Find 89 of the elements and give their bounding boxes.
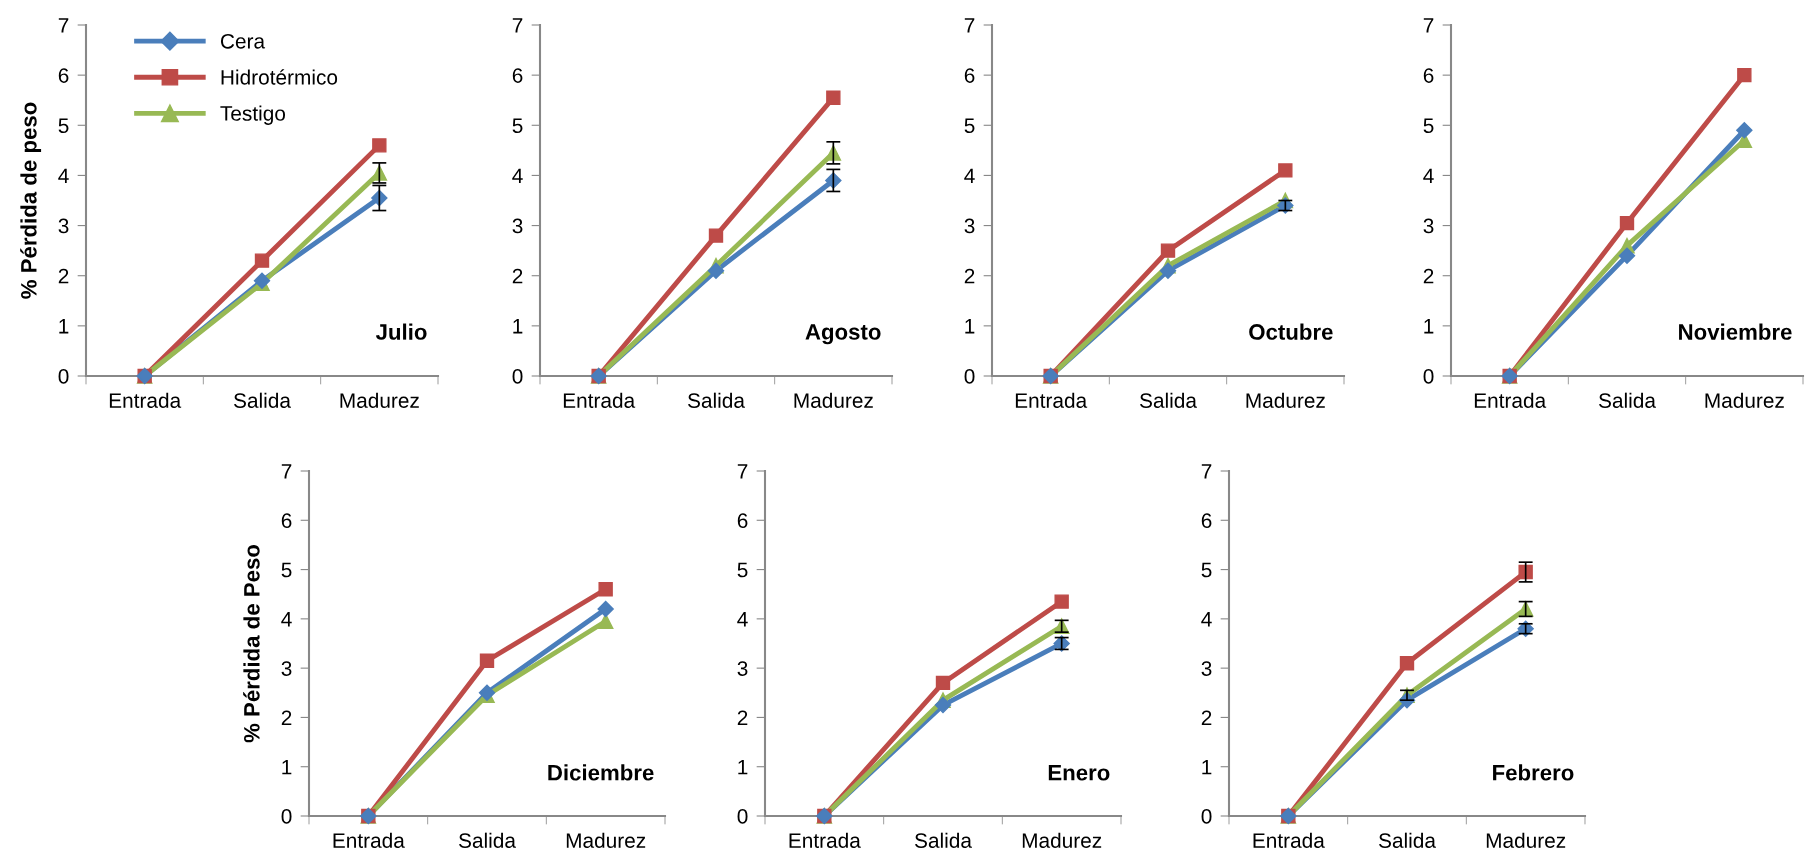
y-tick-label: 3	[1201, 661, 1212, 676]
y-tick-label: 6	[512, 68, 523, 83]
y-tick-label: 0	[964, 369, 975, 384]
y-tick-label: 7	[58, 18, 69, 33]
x-tick-label: Entrada	[1015, 392, 1088, 408]
y-tick-label: 1	[738, 759, 748, 775]
y-tick-label: 4	[964, 168, 975, 183]
y-tick-label: 1	[965, 319, 975, 334]
x-tick-label: Entrada	[563, 392, 636, 408]
text: Febrero	[1493, 764, 1574, 781]
y-tick-label: 3	[964, 218, 975, 234]
x-tick-label: Madurez	[1246, 392, 1325, 408]
legend-label: Testigo	[220, 105, 286, 125]
y-tick-label: 6	[1423, 68, 1434, 83]
x-tick-label: Entrada	[789, 832, 861, 848]
x-tick-label: Salida	[233, 392, 291, 408]
x-tick-label: Salida	[1598, 392, 1656, 408]
y-tick-label: 1	[1202, 759, 1212, 775]
y-tick-label: 5	[58, 118, 69, 134]
y-tick-label: 4	[512, 168, 523, 183]
x-tick-label: Entrada	[1474, 392, 1547, 408]
y-tick-label: 2	[512, 268, 523, 284]
text: Julio	[375, 323, 427, 340]
y-tick-label: 0	[1201, 809, 1212, 824]
y-tick-label: 1	[282, 759, 292, 775]
y-tick-label: 4	[1423, 168, 1434, 183]
x-tick-label: Entrada	[1253, 832, 1325, 848]
x-tick-label: Salida	[914, 832, 972, 848]
legend-label: Cera	[220, 33, 266, 49]
y-tick-label: 5	[1201, 562, 1212, 578]
x-tick-label: Madurez	[566, 832, 646, 848]
y-tick-label: 1	[513, 319, 523, 334]
text: Diciembre	[548, 764, 654, 781]
text: Octubre	[1249, 323, 1333, 340]
y-tick-label: 6	[1201, 513, 1212, 529]
y-tick-label: 0	[1423, 369, 1434, 384]
x-tick-label: Madurez	[1705, 392, 1784, 408]
y-tick-label: 3	[737, 661, 748, 676]
x-tick-label: Madurez	[1022, 832, 1102, 848]
x-tick-label: Madurez	[340, 392, 419, 408]
y-tick-label: 7	[512, 18, 523, 33]
y-tick-label: 1	[1424, 319, 1434, 334]
y-tick-label: 4	[281, 612, 292, 627]
y-tick-label: 4	[1201, 612, 1212, 627]
y-tick-label: 0	[281, 809, 292, 824]
y-tick-label: 2	[1201, 710, 1212, 725]
y-tick-label: 0	[58, 369, 69, 384]
text: Noviembre	[1679, 323, 1792, 340]
x-tick-label: Salida	[458, 832, 516, 848]
y-tick-label: 5	[512, 118, 523, 134]
y-tick-label: 7	[281, 464, 292, 479]
y-tick-label: 7	[737, 464, 748, 479]
y-tick-label: 6	[281, 513, 292, 529]
y-tick-label: 6	[58, 68, 69, 83]
y-tick-label: 1	[59, 319, 69, 334]
y-tick-label: 2	[1423, 268, 1434, 284]
y-tick-label: 0	[737, 809, 748, 824]
y-tick-label: 0	[512, 369, 523, 384]
y-axis-title: % Pérdida de Peso	[243, 544, 260, 743]
y-tick-label: 3	[58, 218, 69, 234]
y-tick-label: 2	[737, 710, 748, 725]
y-tick-label: 7	[964, 18, 975, 33]
y-tick-label: 3	[281, 661, 292, 676]
y-tick-label: 3	[1423, 218, 1434, 234]
y-tick-label: 7	[1201, 464, 1212, 479]
y-axis-title: % Pérdida de peso	[20, 102, 42, 299]
y-tick-label: 2	[58, 268, 69, 284]
y-tick-label: 5	[1423, 118, 1434, 134]
y-tick-label: 5	[281, 562, 292, 578]
y-tick-label: 2	[281, 710, 292, 725]
y-tick-label: 7	[1423, 18, 1434, 33]
x-tick-label: Madurez	[794, 392, 873, 408]
y-tick-label: 6	[737, 513, 748, 529]
text: Agosto	[805, 324, 881, 345]
y-tick-label: 3	[512, 218, 523, 234]
x-tick-label: Salida	[687, 392, 745, 408]
text: Enero	[1048, 765, 1110, 781]
x-tick-label: Madurez	[1486, 832, 1566, 848]
x-tick-label: Entrada	[109, 392, 182, 408]
y-tick-label: 4	[58, 168, 69, 183]
y-tick-label: 4	[737, 612, 748, 627]
x-tick-label: Salida	[1139, 392, 1197, 408]
y-tick-label: 6	[964, 68, 975, 83]
legend-label: Hidrotérmico	[221, 69, 338, 85]
x-tick-label: Entrada	[333, 832, 405, 848]
y-tick-label: 2	[964, 268, 975, 284]
y-tick-label: 5	[737, 562, 748, 578]
y-tick-label: 5	[964, 118, 975, 134]
x-tick-label: Salida	[1378, 832, 1436, 848]
